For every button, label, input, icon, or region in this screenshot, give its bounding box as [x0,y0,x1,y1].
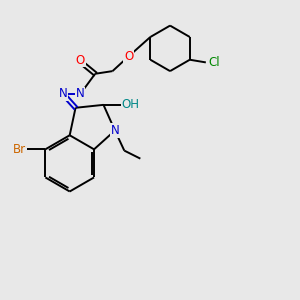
Text: O: O [124,50,133,63]
Text: N: N [58,87,68,101]
Text: N: N [76,87,85,101]
Text: Cl: Cl [208,56,220,69]
Text: N: N [110,124,119,137]
Text: OH: OH [121,98,139,111]
Text: O: O [76,54,85,67]
Text: Br: Br [14,143,26,156]
